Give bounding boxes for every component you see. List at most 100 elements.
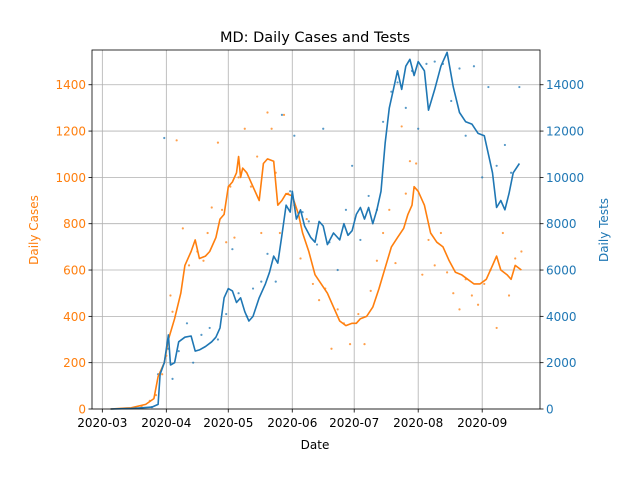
cases-raw-point <box>202 259 205 262</box>
tests-raw-point <box>231 248 234 251</box>
cases-raw-point <box>421 273 424 276</box>
series-lines <box>110 51 522 410</box>
y-left-tick-label: 200 <box>63 356 86 370</box>
cases-raw-point <box>187 264 191 267</box>
grid-lines <box>92 50 540 410</box>
y-left-tick-label: 1400 <box>55 78 86 92</box>
cases-raw-point <box>311 282 315 286</box>
tests-raw-point <box>458 67 461 70</box>
tests-raw-point <box>396 81 399 84</box>
cases-raw-point <box>470 294 473 297</box>
tests-raw-point <box>192 361 195 364</box>
cases-raw-point <box>336 308 339 311</box>
cases-raw-point <box>181 227 184 230</box>
x-tick-label: 2020-06 <box>267 416 317 430</box>
cases-raw-point <box>161 373 164 376</box>
y-right-tick-label: 10000 <box>546 171 584 185</box>
y-right-tick-label: 14000 <box>546 78 584 92</box>
cases-raw-point <box>501 231 504 235</box>
tests-raw-point <box>495 164 498 167</box>
cases-raw-point <box>206 231 209 235</box>
tests-average-line <box>110 51 521 410</box>
cases-raw-point <box>256 155 259 158</box>
cases-raw-point <box>415 162 418 165</box>
tests-raw-point <box>509 171 513 174</box>
y-left-tick-label: 1000 <box>55 171 86 185</box>
tests-raw-point <box>344 208 348 211</box>
tests-raw-point <box>293 134 296 137</box>
tests-raw-point <box>367 194 370 198</box>
cases-raw-point <box>433 264 436 267</box>
tests-raw-point <box>381 120 385 123</box>
cases-raw-point <box>439 231 443 235</box>
cases-raw-point <box>427 238 430 242</box>
chart-title: MD: Daily Cases and Tests <box>220 30 410 46</box>
y-right-tick-label: 2000 <box>546 356 577 370</box>
cases-raw-point <box>400 125 403 128</box>
tests-raw-point <box>185 322 189 325</box>
cases-raw-point <box>233 236 236 239</box>
plot-frame <box>91 49 541 410</box>
cases-raw-point <box>404 192 407 195</box>
tests-raw-point <box>307 220 310 223</box>
tests-raw-point <box>171 377 174 380</box>
cases-raw-point <box>225 241 228 244</box>
cases-raw-point <box>299 257 302 260</box>
cases-raw-point <box>260 231 263 235</box>
tests-raw-point <box>481 176 484 179</box>
y-left-tick-label: 600 <box>63 264 86 278</box>
tests-raw-point <box>487 85 490 89</box>
tests-raw-point <box>177 349 180 353</box>
y-left-tick-label: 400 <box>63 310 86 324</box>
cases-raw-point <box>243 127 246 130</box>
cases-raw-point <box>330 347 333 350</box>
tests-raw-point <box>208 326 211 330</box>
cases-raw-point <box>270 127 273 130</box>
tests-raw-point <box>274 280 277 283</box>
cases-raw-point <box>210 206 213 209</box>
tests-raw-point <box>336 268 339 272</box>
tests-raw-point <box>472 65 476 68</box>
x-axis: 2020-03 2020-04 2020-05 2020-06 2020-07 2020-… <box>77 409 507 430</box>
cases-raw-point <box>216 141 220 144</box>
cases-raw-point <box>388 208 391 211</box>
tests-raw-point <box>251 287 255 290</box>
cases-raw-point <box>317 299 321 302</box>
cases-raw-point <box>445 271 449 274</box>
tests-raw-point <box>260 280 263 283</box>
tests-raw-point <box>359 238 362 242</box>
y-left-tick-label: 800 <box>63 217 86 231</box>
cases-raw-point <box>381 231 385 235</box>
cases-raw-point <box>278 231 281 235</box>
cases-raw-point <box>375 259 379 262</box>
tests-raw-point <box>289 190 292 193</box>
y-left-tick-label: 1200 <box>55 125 86 139</box>
cases-raw-point <box>363 343 366 346</box>
tests-raw-point <box>163 136 166 140</box>
y-right-tick-label: 8000 <box>546 217 577 231</box>
tests-raw-point <box>464 134 467 137</box>
y-axis-right-label: Daily Tests <box>597 198 611 262</box>
tests-raw-point <box>237 292 240 295</box>
cases-raw-point <box>169 294 172 297</box>
cases-raw-point <box>357 312 360 316</box>
y-axis-right: 0 2000 4000 6000 8000 10000 12000 14000 <box>540 78 584 417</box>
cases-raw-point <box>171 310 174 313</box>
tests-raw-scatter <box>150 60 521 409</box>
x-tick-label: 2020-03 <box>77 416 127 430</box>
y-axis-left-label: Daily Cases <box>27 195 41 265</box>
tests-raw-point <box>216 338 220 341</box>
cases-raw-point <box>175 139 178 142</box>
tests-raw-point <box>315 243 319 246</box>
x-tick-label: 2020-04 <box>141 416 191 430</box>
tests-raw-point <box>518 85 521 89</box>
tests-raw-point <box>200 333 203 336</box>
y-axis-left: 0 200 400 600 800 1000 1200 1400 <box>55 78 92 417</box>
tests-raw-point <box>266 252 269 255</box>
cases-raw-point <box>348 343 352 346</box>
tests-raw-point <box>433 60 436 63</box>
y-right-tick-label: 6000 <box>546 264 577 278</box>
cases-raw-point <box>266 111 269 114</box>
